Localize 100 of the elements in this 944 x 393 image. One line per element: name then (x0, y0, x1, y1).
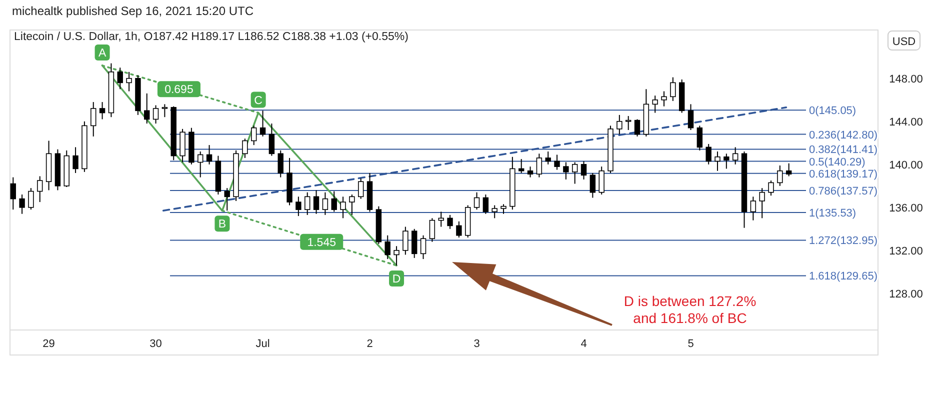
annotation: D (392, 273, 401, 286)
candlestick (714, 151, 720, 172)
candlestick (598, 166, 604, 196)
y-tick-label: 132.00 (889, 245, 923, 258)
x-tick-label: 5 (688, 338, 694, 350)
x-tick-label: 3 (474, 338, 480, 350)
candlestick (572, 162, 578, 184)
candlestick (759, 188, 765, 219)
annotation: 0.695 (164, 84, 194, 96)
candlestick (616, 114, 622, 135)
candlestick (242, 138, 248, 158)
candlestick (777, 164, 783, 186)
candlestick (706, 143, 712, 165)
candlestick (198, 151, 204, 178)
candlestick (456, 220, 462, 238)
candlestick (278, 150, 284, 178)
chart-subtitle: michealtk published Sep 16, 2021 15:20 UTC (12, 4, 254, 18)
candlestick (72, 146, 78, 174)
candlestick (180, 128, 186, 163)
annotation: 1.545 (307, 236, 336, 249)
candlestick (590, 172, 596, 198)
candlestick (358, 178, 364, 200)
candlestick (384, 234, 390, 260)
candlestick (260, 110, 266, 137)
candlestick (634, 118, 640, 137)
candlestick (394, 246, 400, 266)
candlestick (206, 144, 212, 165)
ref-line-label: 0(145.05) (809, 105, 856, 118)
candlestick (429, 218, 436, 242)
y-tick-label: 144.00 (889, 116, 923, 128)
candlestick (500, 204, 506, 214)
candlestick (402, 226, 408, 256)
y-axis-title: USD (892, 36, 916, 48)
candlestick (296, 196, 302, 217)
candlestick (420, 234, 426, 260)
ref-line-label: 0.618(139.17) (809, 168, 878, 180)
candlestick (670, 76, 676, 102)
y-tick-label: 128.00 (889, 288, 923, 300)
ref-line-label: 0.236(142.80) (809, 129, 878, 142)
candlestick (661, 90, 667, 107)
candlestick (768, 180, 774, 196)
x-tick-label: Jul (256, 338, 270, 350)
candlestick (563, 162, 569, 180)
candlestick (19, 194, 25, 214)
x-tick-label: 30 (150, 338, 162, 350)
x-tick-label: 29 (42, 338, 55, 350)
candlestick (331, 190, 337, 212)
candlestick (625, 116, 632, 130)
ref-line-label: 1.618(129.65) (809, 270, 878, 283)
candlestick (474, 192, 480, 210)
annotation: D is between 127.2% and 161.8% of BC (624, 293, 756, 326)
candlestick (518, 158, 524, 174)
candlestick (304, 192, 310, 216)
candlestick (152, 104, 159, 124)
candlestick (251, 125, 257, 146)
x-tick-label: 4 (580, 338, 587, 350)
y-tick-label: 136.00 (889, 202, 923, 214)
candlestick (786, 162, 792, 177)
ref-line-label: 0.5(140.29) (809, 156, 866, 168)
candlestick (652, 95, 658, 114)
candlestick (313, 190, 320, 214)
candlestick (28, 188, 34, 210)
chart-title: Litecoin / U.S. Dollar, 1h, O187.42 H189.17 L186.52 C188.38 +1.03 (+0.55%) (14, 31, 409, 43)
candlestick (37, 176, 43, 203)
ref-line-label: 0.382(141.41) (809, 144, 878, 156)
candlestick (536, 153, 542, 178)
candlestick (268, 123, 275, 156)
candlestick (732, 146, 738, 165)
ref-line-label: 1.272(132.95) (809, 235, 878, 248)
y-tick-label: 140.00 (889, 159, 923, 172)
candlestick (117, 67, 123, 90)
candlestick (126, 71, 132, 92)
candlestick (724, 153, 730, 170)
candlestick (492, 204, 498, 219)
annotation: C (254, 94, 262, 107)
candlestick (349, 194, 355, 216)
candlestick (750, 196, 756, 221)
candlestick (340, 196, 346, 219)
candlestick (482, 194, 489, 214)
candlestick (447, 214, 453, 230)
candlestick (688, 104, 694, 130)
candlestick (90, 102, 96, 137)
candlestick (144, 92, 150, 124)
ref-line-label: 1(135.53) (809, 207, 856, 220)
candlestick (322, 192, 328, 216)
candlestick (10, 176, 16, 210)
candlestick (412, 228, 418, 258)
candlestick (99, 102, 106, 120)
x-tick-label: 2 (366, 338, 373, 350)
ref-line-label: 0.786(137.57) (809, 186, 878, 198)
candlestick (224, 188, 230, 212)
annotation: A (98, 47, 106, 60)
candlestick (162, 104, 168, 118)
candlestick (696, 125, 703, 151)
candlestick (545, 151, 551, 165)
candlestick (580, 160, 587, 180)
y-tick-label: 148.00 (889, 73, 923, 86)
candlestick (527, 166, 534, 178)
candlestick (554, 154, 560, 170)
annotation: B (218, 218, 226, 231)
